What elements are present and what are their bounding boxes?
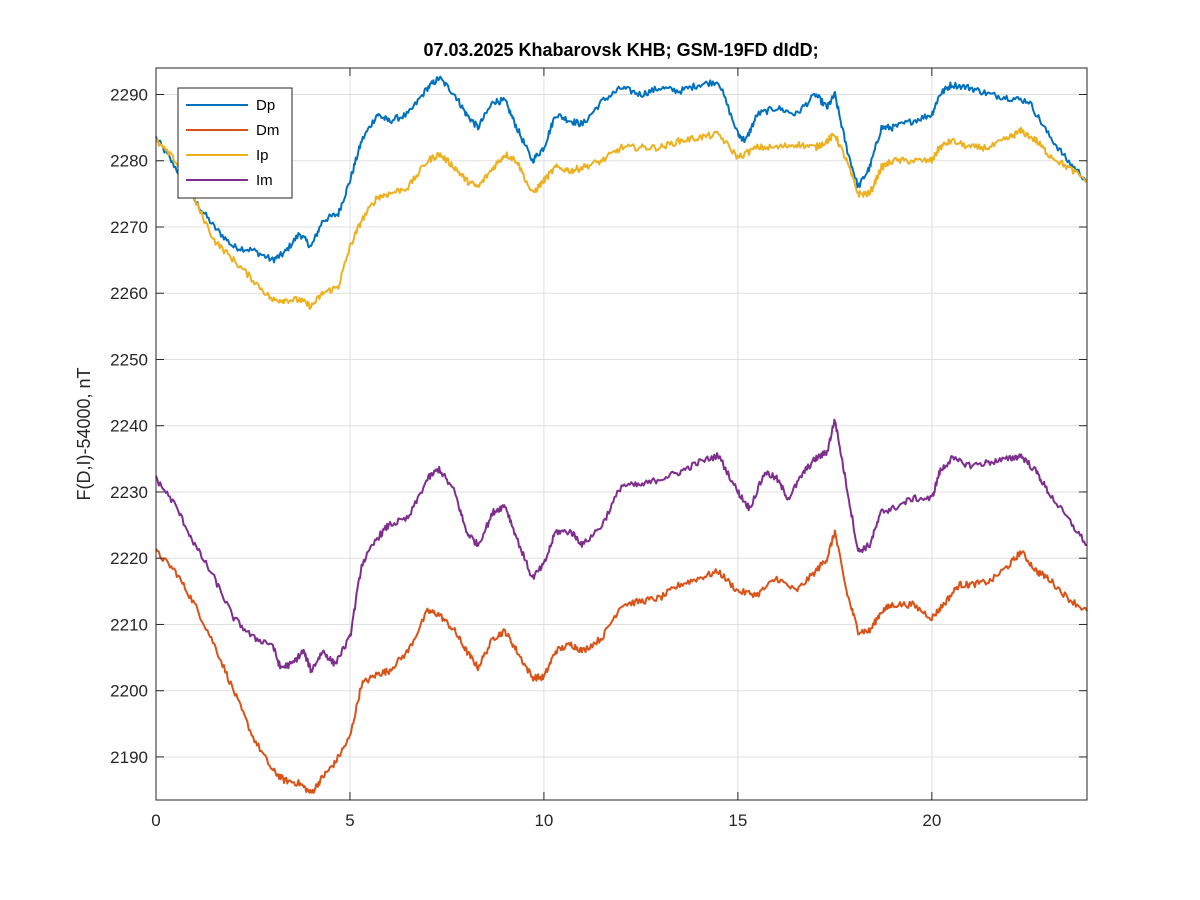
series-line-dm xyxy=(155,529,1088,794)
y-tick-label: 2190 xyxy=(110,748,148,767)
y-tick-label: 2260 xyxy=(110,284,148,303)
series-line-ip xyxy=(155,126,1088,310)
series-line-dp xyxy=(155,75,1088,264)
y-tick-label: 2290 xyxy=(110,85,148,104)
legend-label-ip: Ip xyxy=(256,147,269,164)
legend-label-dp: Dp xyxy=(256,97,275,114)
legend-label-dm: Dm xyxy=(256,122,279,139)
grid xyxy=(155,68,1087,800)
x-tick-label: 5 xyxy=(345,811,354,830)
y-axis-label: F(D,I)-54000, nT xyxy=(74,367,94,500)
series-lines xyxy=(155,75,1088,794)
legend: Dp Dm Ip Im xyxy=(177,87,293,199)
y-tick-label: 2270 xyxy=(110,218,148,237)
series-line-im xyxy=(155,418,1087,674)
y-tick-label: 2200 xyxy=(110,682,148,701)
legend-label-im: Im xyxy=(256,172,273,189)
y-tick-label: 2240 xyxy=(110,417,148,436)
axis-ticks: 0 5 10 15 20 2190 2200 2210 2220 2230 2240 2250 2260… xyxy=(110,68,1087,830)
x-tick-label: 10 xyxy=(534,811,553,830)
y-tick-label: 2210 xyxy=(110,615,148,634)
x-tick-label: 15 xyxy=(728,811,747,830)
y-tick-label: 2230 xyxy=(110,483,148,502)
plot-frame xyxy=(155,67,1088,801)
y-tick-label: 2250 xyxy=(110,350,148,369)
x-tick-label: 20 xyxy=(922,811,941,830)
y-tick-label: 2280 xyxy=(110,152,148,171)
y-tick-label: 2220 xyxy=(110,549,148,568)
chart-title: 07.03.2025 Khabarovsk KHB; GSM-19FD dIdD… xyxy=(423,40,818,60)
x-tick-label: 0 xyxy=(151,811,160,830)
